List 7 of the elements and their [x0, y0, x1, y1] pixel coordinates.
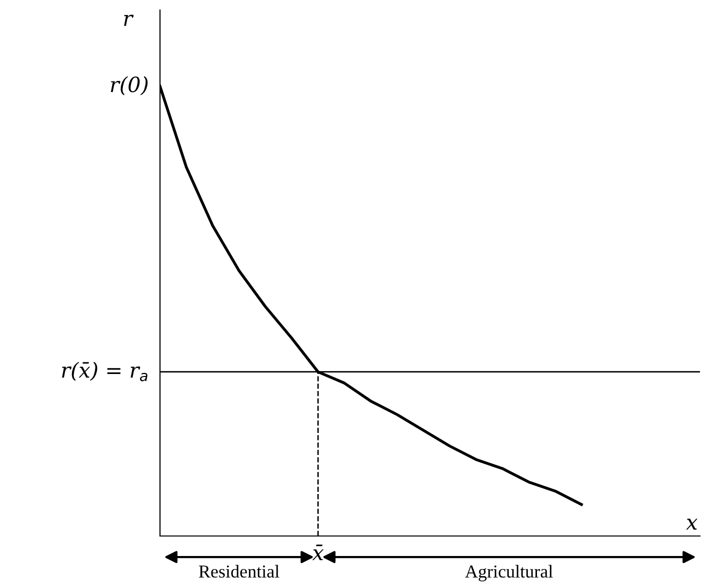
- text: r(0): [110, 76, 148, 96]
- text: Agricultural: [465, 564, 553, 582]
- x-axis-title: x: [686, 518, 698, 530]
- y-axis-title: r: [124, 14, 134, 26]
- ref-line-label: r(x̄) = r$_{a}$: [62, 362, 148, 382]
- text: Residential: [198, 564, 280, 578]
- annotation: x̄: [312, 544, 324, 560]
